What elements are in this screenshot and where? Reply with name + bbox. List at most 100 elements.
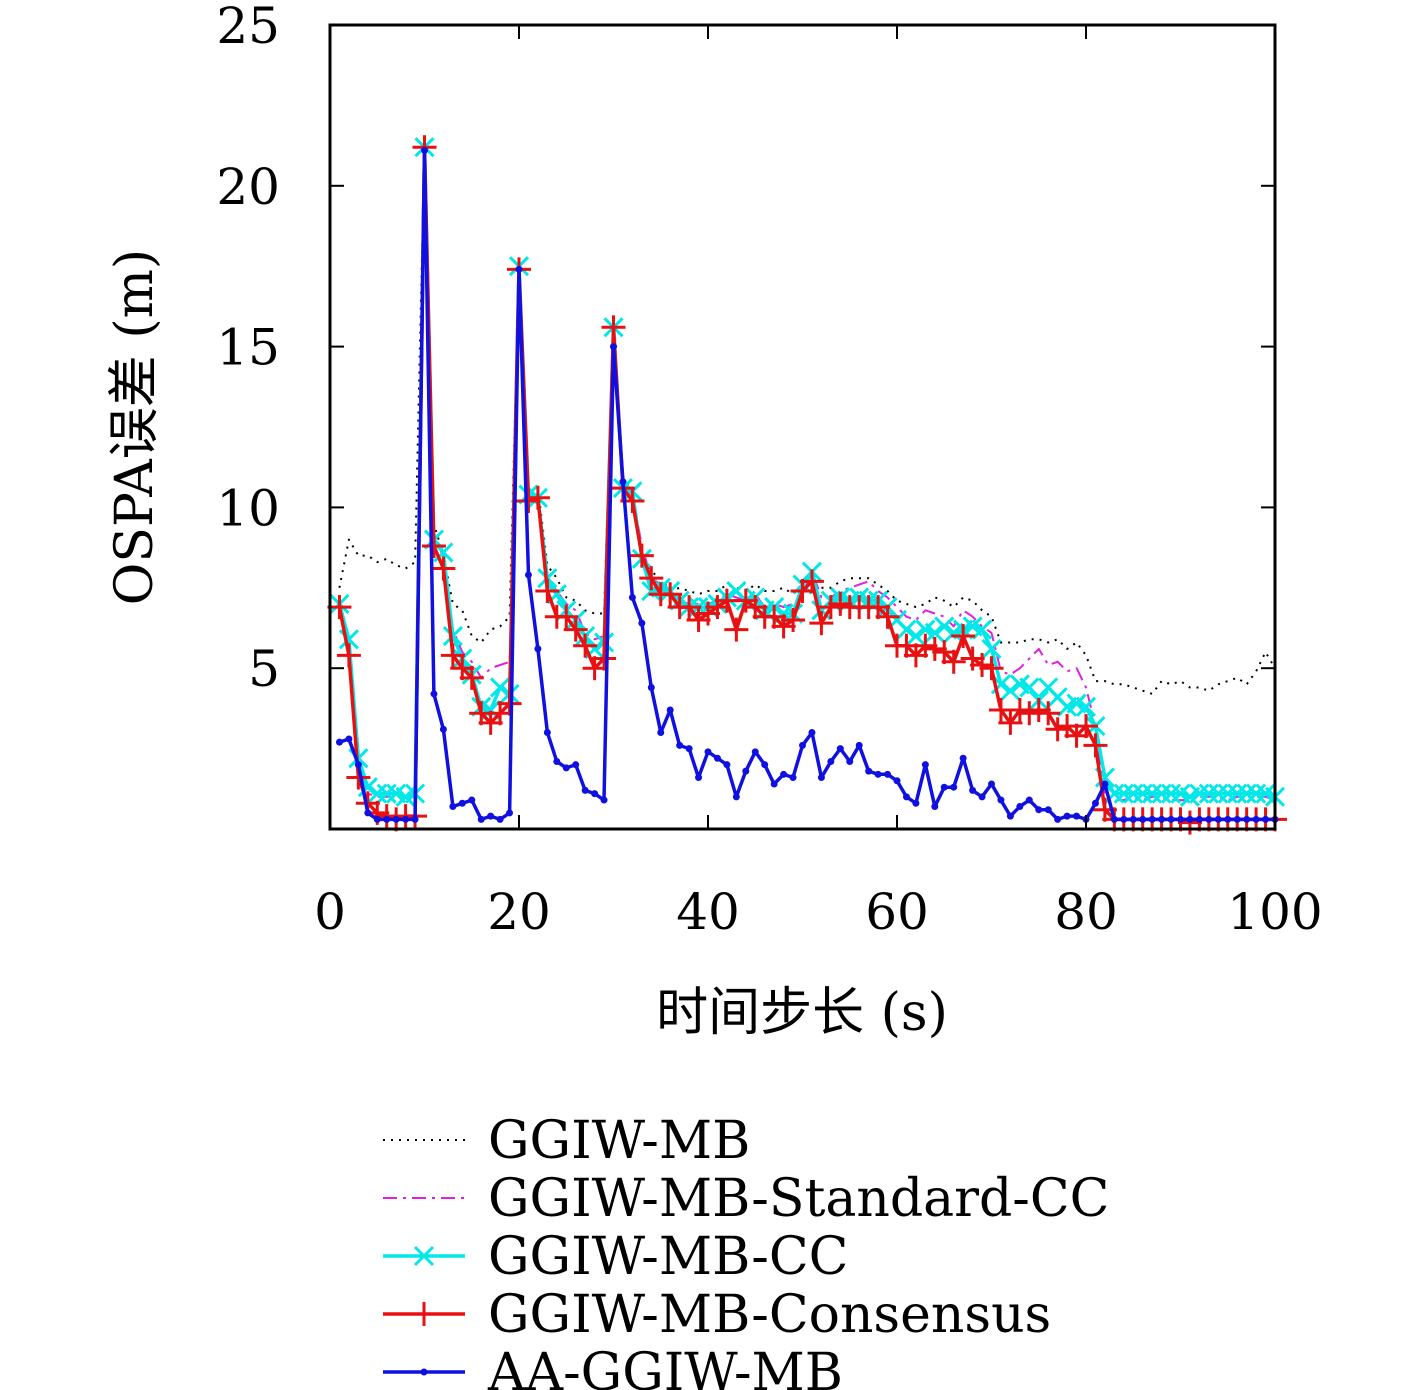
data-point [1227,783,1248,804]
data-point [978,793,986,801]
series-line [338,143,1276,695]
data-point [1167,815,1175,823]
data-point [912,799,920,807]
data-point [402,815,410,823]
data-point [430,690,438,698]
data-point [915,619,936,640]
data-point [572,761,580,769]
data-point [962,616,983,637]
data-point [732,793,740,801]
data-point [449,802,457,810]
y-tick-label: 15 [216,319,280,377]
data-point [666,706,674,714]
data-point [905,625,926,647]
data-point [1006,812,1014,820]
data-point [373,815,381,823]
x-axis-title: 时间步长 (s) [656,983,948,1043]
plot-frame [328,23,1277,831]
data-point [1091,799,1099,807]
data-point [490,677,511,698]
data-point [884,770,892,778]
data-point [817,774,825,782]
data-point [1170,783,1191,804]
data-point [610,343,617,351]
legend: GGIW-MBGGIW-MB-Standard-CCGGIW-MB-CCGGIW… [383,1111,1109,1390]
data-point [1177,815,1184,823]
data-point [742,767,750,775]
data-point [959,754,967,762]
data-point [780,770,788,778]
data-point [971,619,993,640]
data-point [468,796,476,804]
legend-label: GGIW-MB-CC [488,1227,848,1287]
data-point [628,593,636,601]
data-point [893,777,901,785]
data-point [386,783,407,804]
data-point [1038,677,1059,698]
data-point [1217,783,1238,804]
data-point [761,761,769,769]
data-point [600,796,608,804]
data-point [874,770,882,778]
data-point [950,783,958,791]
data-point [524,571,532,579]
data-point [367,783,388,804]
data-point [534,645,542,653]
data-point [1129,815,1137,823]
legend-label: GGIW-MB-Standard-CC [488,1169,1109,1229]
data-point [647,683,655,691]
data-point [896,619,917,640]
data-point [1262,815,1270,823]
data-point [723,761,731,769]
data-point [969,786,977,794]
x-tick-label: 60 [865,883,929,941]
data-point [638,619,646,627]
data-point [515,265,523,273]
x-tick-label: 20 [487,883,551,941]
data-point [376,783,397,804]
data-point [1236,783,1257,804]
series-line [338,148,1275,822]
data-point [581,786,589,794]
y-tick-label: 10 [216,479,280,537]
data-point [354,761,362,769]
data-point [1198,783,1219,804]
data-point [713,754,721,762]
data-point [1054,815,1062,823]
data-point [1195,815,1203,823]
x-tick-label: 40 [676,883,740,941]
data-point [1113,783,1134,804]
data-point [1233,815,1241,823]
data-point [924,622,945,643]
y-tick-label: 5 [248,640,280,698]
data-point [988,780,995,788]
data-point [770,780,778,788]
data-point [726,580,747,602]
data-point [439,725,447,733]
data-point [1075,696,1097,717]
data-point [836,745,844,753]
data-point [442,625,463,647]
data-point [827,757,835,765]
data-point [1243,815,1251,823]
y-tick-label: 20 [216,158,280,216]
data-point [1123,783,1144,804]
data-point [1025,796,1033,804]
data-point [1151,783,1172,804]
data-point [934,616,955,637]
data-point [1035,806,1043,814]
data-point [411,815,419,823]
data-point [1158,815,1166,823]
data-point [496,815,504,823]
data-point [1208,783,1229,804]
data-point [1016,802,1024,810]
data-point [477,815,485,823]
legend-label: AA-GGIW-MB [487,1343,843,1390]
data-point [676,741,684,749]
data-point [789,774,797,782]
data-point [1255,783,1276,804]
data-point [940,783,948,791]
data-point [1063,812,1071,820]
data-point [1009,674,1030,695]
